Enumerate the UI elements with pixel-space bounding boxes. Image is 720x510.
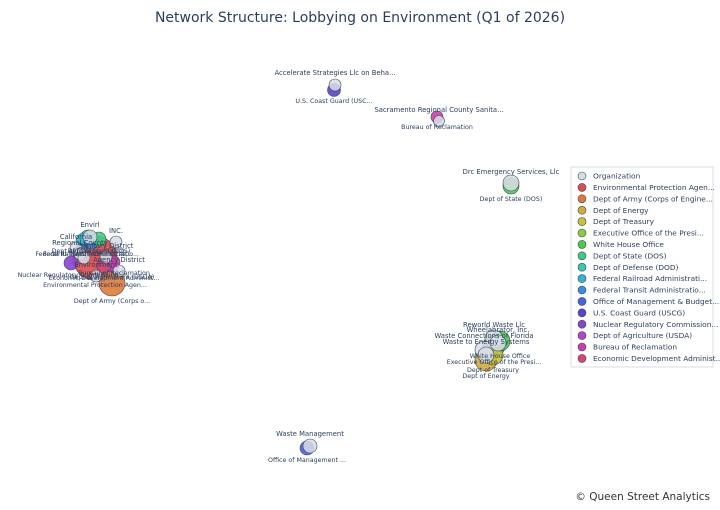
organization-label: Drc Emergency Services, Llc bbox=[463, 168, 560, 176]
legend-label[interactable]: White House Office bbox=[593, 240, 664, 249]
organization-label: California bbox=[60, 233, 92, 241]
legend-marker[interactable] bbox=[577, 297, 587, 306]
legend-label[interactable]: Dept of Agriculture (USDA) bbox=[593, 331, 692, 340]
legend-label[interactable]: Executive Office of the Presi... bbox=[593, 229, 704, 238]
legend-label[interactable]: Organization bbox=[593, 172, 641, 181]
legend-label[interactable]: U.S. Coast Guard (USCG) bbox=[593, 308, 685, 317]
legend-label[interactable]: Federal Transit Administratio... bbox=[593, 286, 706, 295]
legend-marker[interactable] bbox=[577, 285, 587, 295]
organization-label: Wheelabrator, Inc. bbox=[467, 326, 530, 334]
organization-node[interactable] bbox=[302, 438, 318, 454]
legend-marker[interactable] bbox=[577, 354, 587, 363]
organization-label: Agency District bbox=[93, 256, 145, 264]
organization-label: Accelerate Strategies Llc on Beha... bbox=[274, 69, 395, 77]
legend-label[interactable]: Dept of Army (Corps of Engine... bbox=[593, 194, 713, 203]
organization-label: Environment bbox=[74, 261, 118, 269]
agency-node[interactable] bbox=[63, 255, 79, 271]
organization-label: Reworld Waste Llc bbox=[463, 321, 525, 329]
legend-label[interactable]: Dept of Defense (DOD) bbox=[593, 263, 679, 272]
legend-marker[interactable] bbox=[577, 217, 587, 226]
organization-label: Sanitary District bbox=[79, 242, 134, 250]
agency-label: Dept of Defense (DOD) bbox=[52, 248, 125, 255]
organization-node[interactable] bbox=[82, 229, 98, 245]
organization-node[interactable] bbox=[328, 78, 342, 92]
agency-label: Dept of Army (Corps o... bbox=[74, 298, 150, 305]
agency-label: Nuclear Regulatory Commission... bbox=[18, 272, 125, 279]
legend-label[interactable]: Dept of State (DOS) bbox=[593, 251, 667, 260]
organization-label: Tri bbox=[79, 243, 88, 251]
legend-marker[interactable] bbox=[577, 240, 587, 249]
agency-label: Federal Railroad Administrati... bbox=[35, 251, 132, 258]
organization-node[interactable] bbox=[109, 235, 123, 249]
organization-label: Waste Management bbox=[276, 430, 344, 438]
organization-node[interactable] bbox=[77, 251, 91, 265]
agency-label: Dept of Agriculture (USDA) bbox=[70, 274, 154, 281]
credit-text: © Queen Street Analytics bbox=[575, 491, 710, 503]
legend-label[interactable]: Bureau of Reclamation bbox=[593, 343, 677, 352]
organization-node[interactable] bbox=[99, 250, 113, 264]
agency-label: Dept of Energy bbox=[462, 373, 510, 380]
legend-marker[interactable] bbox=[577, 194, 587, 204]
legend-label[interactable]: Nuclear Regulatory Commission... bbox=[593, 320, 718, 329]
organization-label: Waste to Energy Systems bbox=[443, 338, 530, 346]
agency-label: Dept of Treasury bbox=[467, 367, 519, 374]
organization-node[interactable] bbox=[112, 264, 126, 278]
agency-label: Dept of State (DOS) bbox=[68, 248, 131, 255]
legend-label[interactable]: Federal Railroad Administrati... bbox=[593, 274, 707, 283]
network-labels: Accelerate Strategies Llc on Beha... U.S.… bbox=[18, 69, 560, 464]
organization-node[interactable] bbox=[433, 115, 445, 127]
agency-label: Environmental Protection Agen... bbox=[43, 282, 147, 289]
legend-marker[interactable] bbox=[577, 171, 587, 181]
agency-label: White House Office bbox=[470, 353, 531, 360]
organization-label: INC. bbox=[109, 227, 123, 235]
legend-marker[interactable] bbox=[577, 251, 587, 261]
legend-marker[interactable] bbox=[577, 331, 587, 340]
organization-label: Envirl bbox=[80, 221, 99, 229]
legend-box bbox=[570, 166, 714, 368]
network-nodes bbox=[63, 78, 520, 456]
legend-label[interactable]: Economic Development Administ... bbox=[593, 354, 720, 363]
organization-node[interactable] bbox=[89, 269, 103, 283]
legend-marker[interactable] bbox=[577, 262, 587, 272]
legend-marker[interactable] bbox=[577, 342, 587, 352]
chart-title: Network Structure: Lobbying on Environme… bbox=[155, 10, 565, 26]
legend: Organization Environmental Protection Age… bbox=[570, 166, 720, 368]
organization-label: Waste Connections of Florida bbox=[435, 332, 534, 340]
agency-label: Economic Development Administ... bbox=[49, 275, 159, 282]
agency-label: Dept of State (DOS) bbox=[480, 196, 543, 203]
agency-label: Executive Office of the Presi... bbox=[447, 359, 542, 366]
legend-marker[interactable] bbox=[577, 228, 587, 238]
legend-label[interactable]: Office of Management & Budget... bbox=[593, 297, 719, 306]
agency-label: Bureau of Reclamation bbox=[78, 270, 150, 277]
organization-node[interactable] bbox=[502, 174, 520, 192]
agency-label: Federal Transit Administratio... bbox=[43, 251, 139, 258]
legend-label[interactable]: Environmental Protection Agen... bbox=[593, 183, 715, 192]
legend-marker[interactable] bbox=[577, 308, 587, 318]
legend-label[interactable]: Dept of Energy bbox=[593, 206, 649, 215]
agency-label: Office of Management ... bbox=[268, 457, 346, 464]
organization-node[interactable] bbox=[489, 334, 507, 352]
legend-marker[interactable] bbox=[577, 183, 587, 192]
agency-label: U.S. Coast Guard (USC... bbox=[295, 98, 372, 105]
organization-label: Regional County bbox=[52, 239, 108, 247]
network-edges bbox=[70, 84, 512, 449]
legend-marker[interactable] bbox=[577, 274, 587, 283]
agency-label: Bureau of Reclamation bbox=[401, 124, 473, 131]
legend-marker[interactable] bbox=[577, 319, 587, 329]
organization-node[interactable] bbox=[477, 346, 495, 364]
legend-marker[interactable] bbox=[577, 205, 587, 215]
legend-label[interactable]: Dept of Treasury bbox=[593, 217, 655, 226]
organization-label: Sacramento Regional County Sanita... bbox=[374, 106, 503, 114]
